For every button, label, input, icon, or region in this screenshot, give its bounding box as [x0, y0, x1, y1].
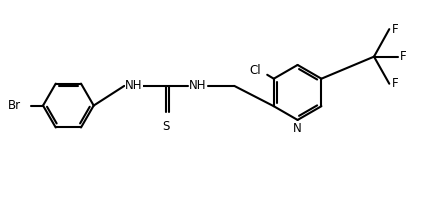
Text: F: F — [392, 77, 398, 90]
Text: NH: NH — [125, 79, 143, 92]
Text: NH: NH — [189, 79, 207, 92]
Text: F: F — [400, 50, 407, 63]
Text: N: N — [293, 122, 302, 135]
Text: Cl: Cl — [249, 64, 261, 77]
Text: Br: Br — [8, 99, 21, 112]
Text: F: F — [392, 23, 398, 36]
Text: S: S — [162, 120, 170, 133]
